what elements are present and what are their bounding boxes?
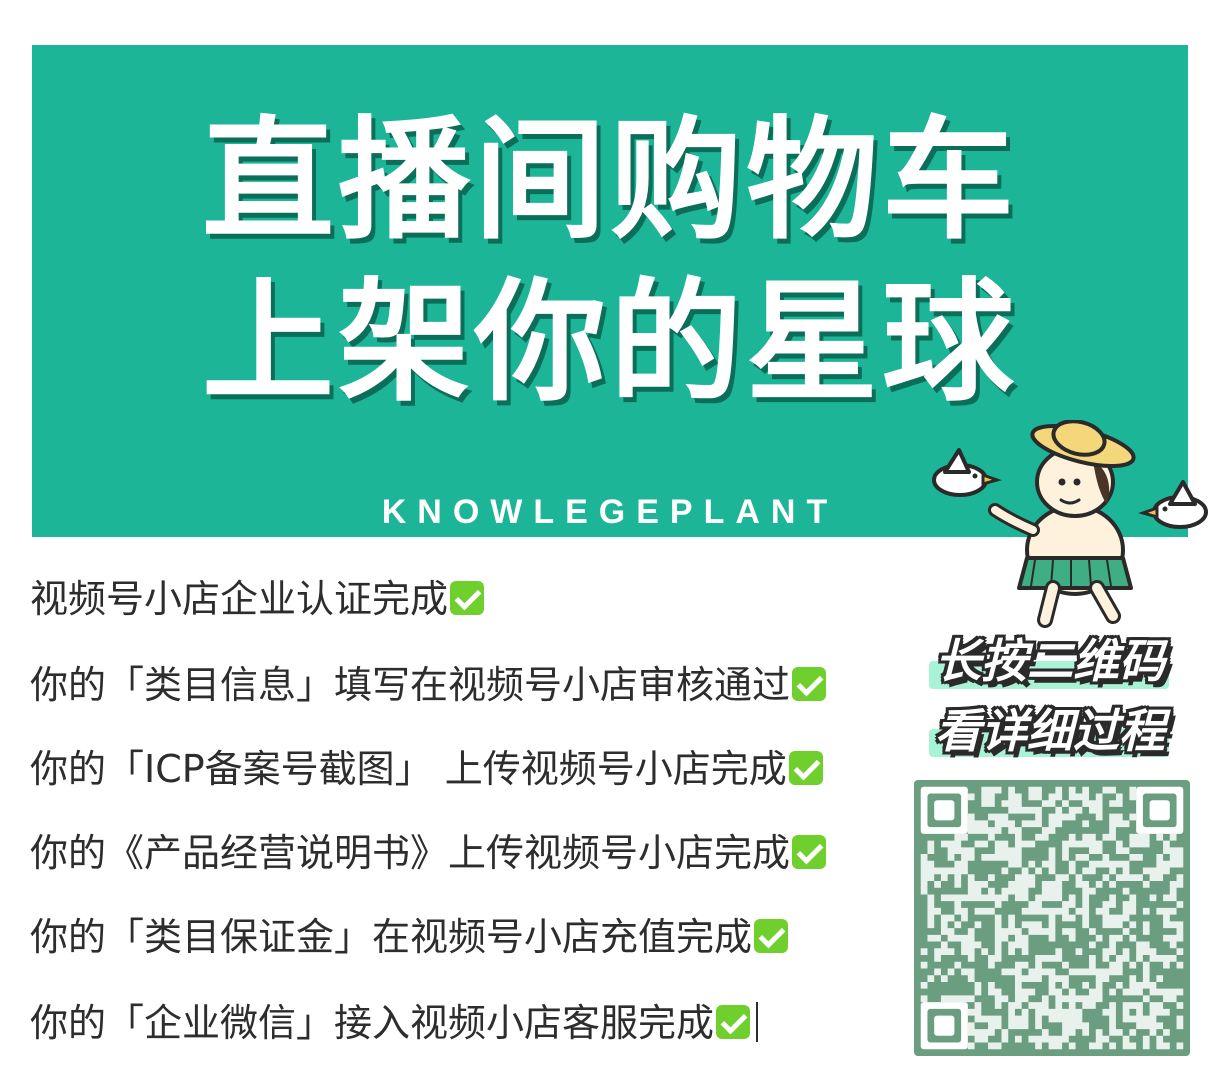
hero-banner: 直播间购物车 上架你的星球 KNOWLEGEPLANT bbox=[32, 45, 1188, 537]
check-mark-icon bbox=[792, 667, 827, 701]
checklist-item-text: 你的「ICP备案号截图」 上传视频号小店完成 bbox=[30, 747, 787, 791]
checklist-item-text: 你的《产品经营说明书》上传视频号小店完成 bbox=[30, 831, 791, 875]
qr-finder-pattern bbox=[920, 1002, 968, 1050]
check-mark-icon bbox=[716, 1005, 751, 1039]
qr-finder-pattern bbox=[1136, 786, 1184, 834]
brand-name: KNOWLEGEPLANT bbox=[381, 493, 839, 531]
checklist-item: 你的「类目信息」填写在视频号小店审核通过 bbox=[30, 663, 827, 707]
text-cursor bbox=[756, 1002, 759, 1042]
qr-finder-pattern bbox=[920, 786, 968, 834]
checklist-item-text: 你的「类目信息」填写在视频号小店审核通过 bbox=[30, 663, 791, 707]
mascot-illustration bbox=[925, 419, 1215, 640]
bird-icon bbox=[1138, 480, 1208, 529]
checklist-item-text: 你的「企业微信」接入视频小店客服完成 bbox=[30, 1001, 715, 1045]
check-mark-icon bbox=[792, 835, 827, 869]
callout-highlight bbox=[929, 661, 1169, 689]
checklist-item: 你的「类目保证金」在视频号小店充值完成 bbox=[30, 915, 789, 959]
bird-icon bbox=[932, 448, 1002, 497]
headline-line-1: 直播间购物车 bbox=[202, 104, 1018, 258]
checklist-item-text: 视频号小店企业认证完成 bbox=[30, 577, 449, 621]
check-mark-icon bbox=[754, 919, 789, 953]
headline-line-2: 上架你的星球 bbox=[202, 266, 1018, 420]
qr-code-icon[interactable] bbox=[914, 780, 1190, 1056]
checklist-item: 你的「ICP备案号截图」 上传视频号小店完成 bbox=[30, 750, 823, 788]
check-mark-icon bbox=[788, 751, 823, 785]
checklist-item: 视频号小店企业认证完成 bbox=[30, 577, 485, 621]
checklist-item-text: 你的「类目保证金」在视频号小店充值完成 bbox=[30, 915, 753, 959]
callout-line-2: 看详细过程 bbox=[935, 704, 1165, 758]
scan-callout: 长按二维码 看详细过程 bbox=[905, 625, 1195, 760]
checklist-item: 你的《产品经营说明书》上传视频号小店完成 bbox=[30, 831, 827, 875]
check-mark-icon bbox=[450, 581, 485, 615]
callout-line-1: 长按二维码 bbox=[935, 634, 1165, 688]
callout-highlight bbox=[929, 729, 1169, 757]
checklist-item: 你的「企业微信」接入视频小店客服完成 bbox=[30, 1001, 759, 1045]
